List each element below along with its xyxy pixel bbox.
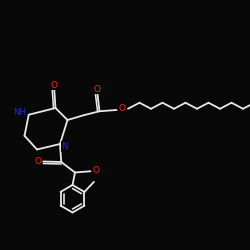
Text: O: O: [94, 85, 101, 94]
Text: O: O: [51, 80, 58, 90]
Text: O: O: [34, 157, 41, 166]
Text: N: N: [61, 142, 68, 151]
Text: O: O: [118, 104, 126, 113]
Text: NH: NH: [13, 108, 26, 117]
Text: O: O: [92, 166, 100, 175]
